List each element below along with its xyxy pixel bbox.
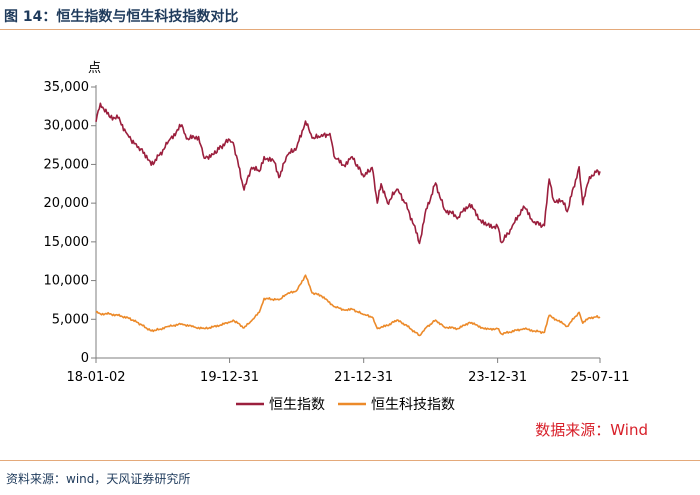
footer-source: 资料来源：wind，天风证券研究所 bbox=[6, 472, 191, 486]
x-tick-label: 25-07-11 bbox=[570, 370, 629, 385]
x-tick-label: 19-12-31 bbox=[200, 370, 259, 385]
hsi-line bbox=[95, 102, 601, 245]
y-tick-label: 25,000 bbox=[44, 157, 90, 172]
y-tick-label: 10,000 bbox=[44, 274, 90, 289]
x-tick-label: 23-12-31 bbox=[468, 370, 527, 385]
x-tick-label: 18-01-02 bbox=[66, 370, 125, 385]
x-axis: 18-01-02 19-12-31 21-12-31 23-12-31 25-07-11 bbox=[66, 357, 630, 385]
y-tick-label: 15,000 bbox=[44, 235, 90, 250]
source-note: 数据来源：Wind bbox=[535, 421, 648, 439]
hstech-line bbox=[95, 274, 601, 337]
y-tick-label: 0 bbox=[81, 351, 89, 366]
y-tick-label: 5,000 bbox=[52, 312, 89, 327]
figure-title: 图 14：恒生指数与恒生科技指数对比 bbox=[4, 9, 239, 25]
y-axis-unit-label: 点 bbox=[88, 61, 101, 76]
y-tick-label: 35,000 bbox=[44, 80, 90, 95]
series-lines bbox=[95, 102, 601, 337]
x-tick-label: 21-12-31 bbox=[334, 370, 393, 385]
y-tick-label: 30,000 bbox=[44, 119, 90, 134]
y-axis: 0 5,000 10,000 15,000 20,000 25,000 30,000 35,0… bbox=[44, 80, 97, 366]
legend-label-hstech: 恒生科技指数 bbox=[371, 397, 455, 413]
bottom-rule bbox=[0, 460, 700, 461]
y-tick-label: 20,000 bbox=[44, 196, 90, 211]
legend-label-hsi: 恒生指数 bbox=[269, 397, 325, 413]
legend: 恒生指数 恒生科技指数 bbox=[236, 397, 455, 413]
top-rule bbox=[0, 29, 700, 30]
